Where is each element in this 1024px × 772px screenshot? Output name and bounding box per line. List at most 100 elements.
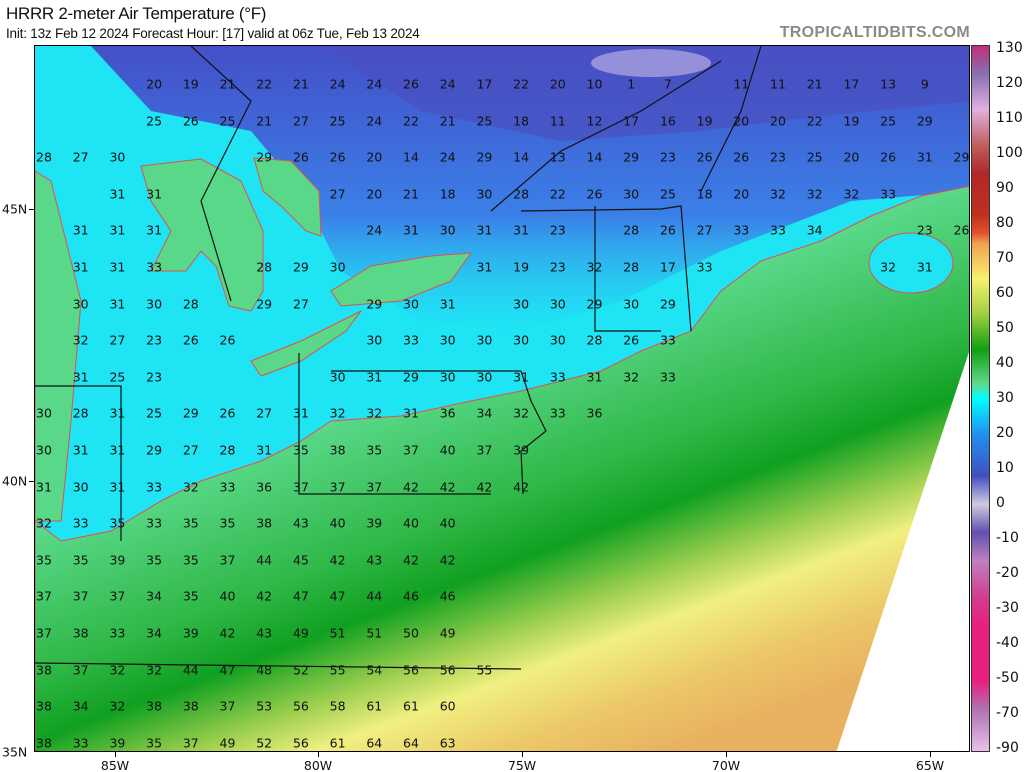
colorbar-label: 60 — [996, 285, 1014, 301]
temperature-value: 25 — [659, 186, 676, 202]
temperature-value: 44 — [182, 662, 199, 678]
temperature-value: 32 — [36, 515, 52, 531]
temperature-value: 20 — [733, 186, 750, 202]
temperature-value: 26 — [292, 149, 309, 165]
temperature-value: 25 — [806, 149, 823, 165]
temperature-value: 20 — [146, 76, 163, 92]
colorbar-label: 10 — [996, 460, 1014, 476]
temperature-value: 11 — [733, 76, 750, 92]
temperature-value: 30 — [623, 296, 640, 312]
temperature-value: 19 — [696, 113, 713, 129]
temperature-value: 19 — [182, 76, 199, 92]
forecast-info: Init: 13z Feb 12 2024 Forecast Hour: [17… — [6, 26, 420, 41]
temperature-value: 54 — [366, 662, 383, 678]
temperature-value: 19 — [513, 259, 530, 275]
temperature-value: 30 — [439, 369, 456, 385]
temperature-value: 21 — [403, 186, 419, 202]
temperature-value: 37 — [72, 588, 89, 604]
temperature-value: 31 — [109, 405, 126, 421]
temperature-value: 31 — [36, 479, 52, 495]
temperature-value: 43 — [292, 515, 309, 531]
temperature-value: 31 — [916, 259, 933, 275]
temperature-value: 49 — [439, 625, 456, 641]
temperature-value: 21 — [439, 113, 456, 129]
temperature-value: 51 — [329, 625, 346, 641]
temperature-value: 37 — [403, 442, 419, 458]
lon-label: 70W — [711, 758, 741, 772]
temperature-value: 23 — [659, 149, 676, 165]
temperature-value: 21 — [219, 76, 236, 92]
temperature-value: 33 — [659, 332, 676, 348]
temperature-value: 26 — [733, 149, 750, 165]
temperature-value: 20 — [366, 186, 383, 202]
temperature-value: 18 — [513, 113, 530, 129]
temperature-value: 28 — [36, 149, 52, 165]
temperature-value: 36 — [586, 405, 603, 421]
temperature-value: 39 — [109, 735, 126, 751]
temperature-value: 38 — [256, 515, 273, 531]
temperature-value: 45 — [292, 552, 309, 568]
temperature-value: 32 — [513, 405, 530, 421]
colorbar-label: -90 — [996, 740, 1019, 756]
temperature-value: 38 — [182, 698, 199, 714]
temperature-value: 37 — [182, 735, 199, 751]
temperature-value: 49 — [219, 735, 236, 751]
temperature-value: 35 — [219, 515, 236, 531]
temperature-value: 42 — [476, 479, 493, 495]
temperature-value: 31 — [109, 296, 126, 312]
temperature-value: 32 — [843, 186, 860, 202]
temperature-value: 10 — [586, 76, 603, 92]
temperature-value: 37 — [36, 625, 52, 641]
lon-tick — [115, 752, 116, 757]
temperature-value: 56 — [403, 662, 419, 678]
temperature-value: 30 — [439, 332, 456, 348]
temperature-value: 34 — [72, 698, 89, 714]
temperature-value: 29 — [476, 149, 493, 165]
nova-scotia-cold-patch — [868, 232, 954, 294]
temperature-value: 35 — [146, 552, 163, 568]
temperature-value: 35 — [146, 735, 163, 751]
temperature-value: 20 — [549, 76, 566, 92]
colorbar-label: -40 — [996, 635, 1019, 651]
temperature-value: 25 — [329, 113, 346, 129]
temperature-value: 30 — [476, 369, 493, 385]
temperature-value: 27 — [696, 222, 713, 238]
temperature-value: 32 — [182, 479, 199, 495]
temperature-value: 42 — [329, 552, 346, 568]
temperature-value: 35 — [36, 552, 52, 568]
temperature-value: 35 — [72, 552, 89, 568]
temperature-value: 35 — [182, 515, 199, 531]
watermark: TROPICALTIDBITS.COM — [779, 24, 970, 41]
temperature-value: 30 — [403, 296, 419, 312]
temperature-value: 31 — [513, 222, 530, 238]
temperature-value: 37 — [366, 479, 383, 495]
temperature-value: 31 — [109, 259, 126, 275]
temperature-value: 24 — [366, 76, 383, 92]
colorbar-label: 30 — [996, 390, 1014, 406]
temperature-value: 30 — [549, 332, 566, 348]
above-freezing-land — [35, 185, 969, 751]
temperature-value: 37 — [109, 588, 126, 604]
colorbar-label: 20 — [996, 425, 1014, 441]
temperature-value: 37 — [476, 442, 493, 458]
temperature-value: 29 — [916, 113, 933, 129]
temperature-value: 36 — [439, 405, 456, 421]
temperature-value: 38 — [72, 625, 89, 641]
lat-label: 45N — [2, 201, 28, 217]
temperature-value: 42 — [439, 479, 456, 495]
temperature-value: 30 — [109, 149, 126, 165]
temperature-value: 19 — [843, 113, 860, 129]
temperature-value: 35 — [366, 442, 383, 458]
temperature-value: 37 — [72, 662, 89, 678]
temperature-value: 33 — [146, 479, 163, 495]
temperature-value: 28 — [182, 296, 199, 312]
temperature-value: 33 — [770, 222, 786, 238]
temperature-value: 25 — [219, 113, 236, 129]
temperature-value: 30 — [329, 369, 346, 385]
temperature-value: 30 — [36, 405, 52, 421]
temperature-value: 30 — [366, 332, 383, 348]
temperature-value: 28 — [256, 259, 273, 275]
temperature-value: 33 — [219, 479, 236, 495]
temperature-value: 56 — [292, 735, 309, 751]
temperature-value: 20 — [366, 149, 383, 165]
